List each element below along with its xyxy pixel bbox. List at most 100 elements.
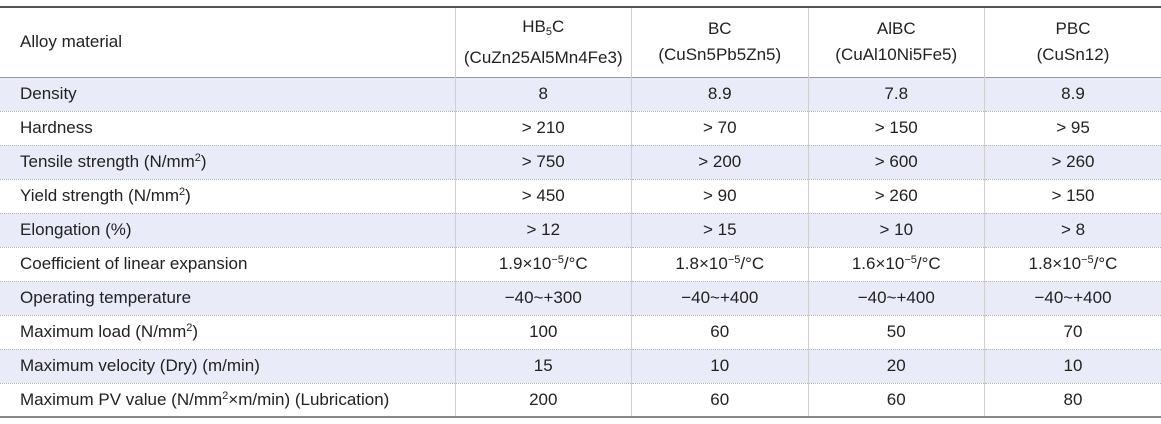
value-cell: 1.6×10−5/°C <box>807 247 985 281</box>
header-cell: PBC (CuSn12) <box>984 7 1161 77</box>
alloy-name: PBC <box>985 16 1161 42</box>
value: > 200 <box>698 152 742 171</box>
value-part: 1.9×10 <box>498 254 552 273</box>
value-cell: 60 <box>631 383 808 417</box>
value: > 15 <box>702 220 737 239</box>
value: > 600 <box>874 152 918 171</box>
value: > 12 <box>526 220 561 239</box>
value-part: 1.6×10 <box>851 254 905 273</box>
spec-table-wrap: Alloy material HB5C (CuZn25Al5Mn4Fe3) BC (Cu… <box>0 6 1161 418</box>
value: > 95 <box>1056 118 1090 137</box>
table-row: Density 8 8.9 7.8 8.9 <box>0 77 1161 111</box>
value: 50 <box>886 322 906 341</box>
spec-table: Alloy material HB5C (CuZn25Al5Mn4Fe3) BC (Cu… <box>0 6 1161 418</box>
value: > 90 <box>702 186 737 205</box>
table-row: Maximum load (N/mm2) 100 60 50 70 <box>0 315 1161 349</box>
value-part: /°C <box>916 254 941 273</box>
value-cell: 1.8×10−5/°C <box>631 247 808 281</box>
alloy-composition: (CuSn5Pb5Zn5) <box>658 45 782 65</box>
value: 8 <box>538 84 548 103</box>
value-cell: 50 <box>807 315 985 349</box>
value-cell: −40~+400 <box>984 281 1161 315</box>
table-header: Alloy material HB5C (CuZn25Al5Mn4Fe3) BC (Cu… <box>0 7 1161 77</box>
value: 8.9 <box>1061 84 1085 103</box>
value-cell: > 150 <box>807 111 985 145</box>
header-text: Alloy material <box>20 32 123 52</box>
value: > 210 <box>521 118 565 137</box>
value-part: −5 <box>551 254 564 266</box>
property-part: ) <box>200 152 207 171</box>
value-cell: > 210 <box>454 111 632 145</box>
value-cell: > 260 <box>807 179 985 213</box>
property-cell: Maximum PV value (N/mm2×m/min) (Lubricat… <box>0 383 455 417</box>
value-cell: −40~+300 <box>454 281 632 315</box>
property-part: Tensile strength (N/mm <box>20 152 195 171</box>
value: > 260 <box>874 186 918 205</box>
value-cell: 60 <box>807 383 985 417</box>
alloy-name-text: AlBC <box>876 19 916 39</box>
value-cell: 8.9 <box>631 77 808 111</box>
value-cell: −40~+400 <box>807 281 985 315</box>
property-part: 2 <box>179 186 186 198</box>
header-cell: AlBC (CuAl10Ni5Fe5) <box>807 7 985 77</box>
value: > 70 <box>702 118 737 137</box>
property-cell: Maximum load (N/mm2) <box>0 315 455 349</box>
property-part: 2 <box>222 389 229 402</box>
property: Coefficient of linear expansion <box>20 254 248 273</box>
table-row: Maximum velocity (Dry) (m/min) 15 10 20 10 <box>0 349 1161 383</box>
value-cell: > 750 <box>454 145 632 179</box>
value-cell: 10 <box>631 349 808 383</box>
value-cell: > 150 <box>984 179 1161 213</box>
alloy-name-text: PBC <box>1055 19 1091 39</box>
alloy-composition: (CuSn12) <box>1036 45 1110 65</box>
property: Hardness <box>20 118 93 137</box>
header-cell: Alloy material <box>0 7 455 77</box>
alloy-name-text: BC <box>707 19 732 39</box>
alloy-name: HB5C <box>456 14 632 45</box>
value-cell: > 10 <box>807 213 985 247</box>
value-part: /°C <box>1093 254 1118 273</box>
value-part: −5 <box>727 254 741 266</box>
alloy-name-text-part: C <box>551 16 565 36</box>
property-part: 2 <box>186 322 193 334</box>
value: > 150 <box>1051 186 1095 205</box>
value-cell: 1.9×10−5/°C <box>454 247 632 281</box>
value: > 260 <box>1051 152 1095 171</box>
property: Density <box>20 84 77 103</box>
alloy-name-text-part: 5 <box>545 25 552 38</box>
property-cell: Tensile strength (N/mm2) <box>0 145 455 179</box>
value-part: −5 <box>1081 254 1094 266</box>
value: 60 <box>710 389 730 409</box>
value-part: /°C <box>563 254 588 273</box>
property-cell: Yield strength (N/mm2) <box>0 179 455 213</box>
property: Elongation (%) <box>20 220 132 239</box>
property-cell: Operating temperature <box>0 281 455 315</box>
value-cell: > 260 <box>984 145 1161 179</box>
value: −40~+400 <box>857 288 935 307</box>
header-cell: BC (CuSn5Pb5Zn5) <box>631 7 808 77</box>
property-part: ×m/min) (Lubrication) <box>228 389 390 409</box>
alloy-composition: (CuAl10Ni5Fe5) <box>835 45 958 65</box>
value-cell: > 600 <box>807 145 985 179</box>
value-cell: 60 <box>631 315 808 349</box>
value: 8.9 <box>707 84 732 103</box>
value-cell: −40~+400 <box>631 281 808 315</box>
property-part: ) <box>185 186 191 205</box>
value-part: −5 <box>904 254 917 266</box>
value: −40~+400 <box>1034 288 1112 307</box>
value-cell: 7.8 <box>807 77 985 111</box>
alloy-name: BC <box>632 16 808 42</box>
value-part: /°C <box>740 254 765 273</box>
table-row: Hardness > 210 > 70 > 150 > 95 <box>0 111 1161 145</box>
property-cell: Coefficient of linear expansion <box>0 247 455 281</box>
value-cell: 20 <box>807 349 985 383</box>
value-cell: > 70 <box>631 111 808 145</box>
value: 10 <box>710 356 730 375</box>
property: Maximum velocity (Dry) (m/min) <box>20 356 260 375</box>
value-cell: 10 <box>984 349 1161 383</box>
value: 70 <box>1063 322 1083 341</box>
value: 200 <box>529 389 558 409</box>
alloy-name: AlBC <box>809 16 985 42</box>
value-cell: > 8 <box>984 213 1161 247</box>
value: 100 <box>529 322 558 341</box>
